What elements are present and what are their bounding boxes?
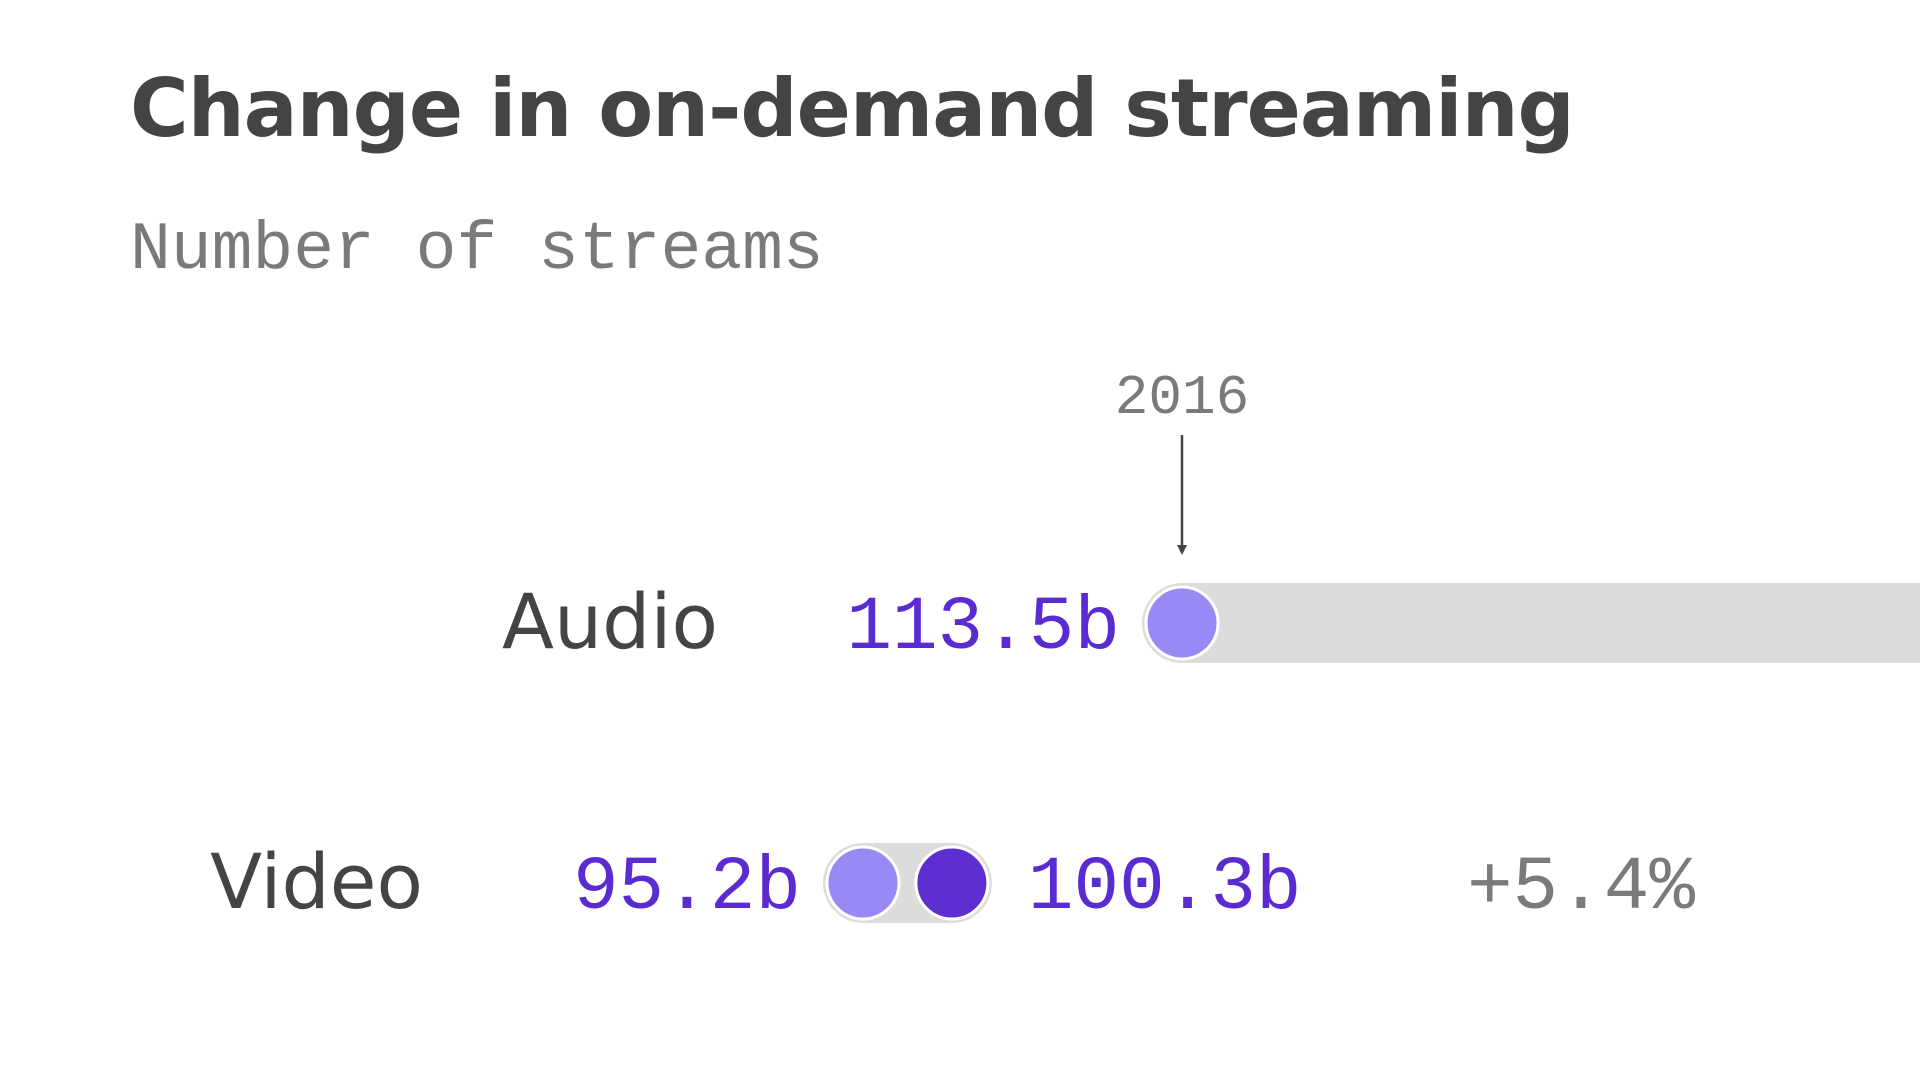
category-label: Audio [502,577,718,666]
end-point [914,845,990,921]
chart-title: Change in on-demand streaming [130,62,1575,155]
annotation-label: 2016 [1115,366,1249,430]
change-label: +5.4% [1467,845,1695,931]
start-value-label: 95.2b [573,845,801,931]
start-value-label: 113.5b [846,585,1120,671]
category-label: Video [210,837,423,926]
chart-subtitle: Number of streams [130,212,824,289]
start-point [825,845,901,921]
start-point [1144,585,1220,661]
end-value-label: 100.3b [1028,845,1302,931]
